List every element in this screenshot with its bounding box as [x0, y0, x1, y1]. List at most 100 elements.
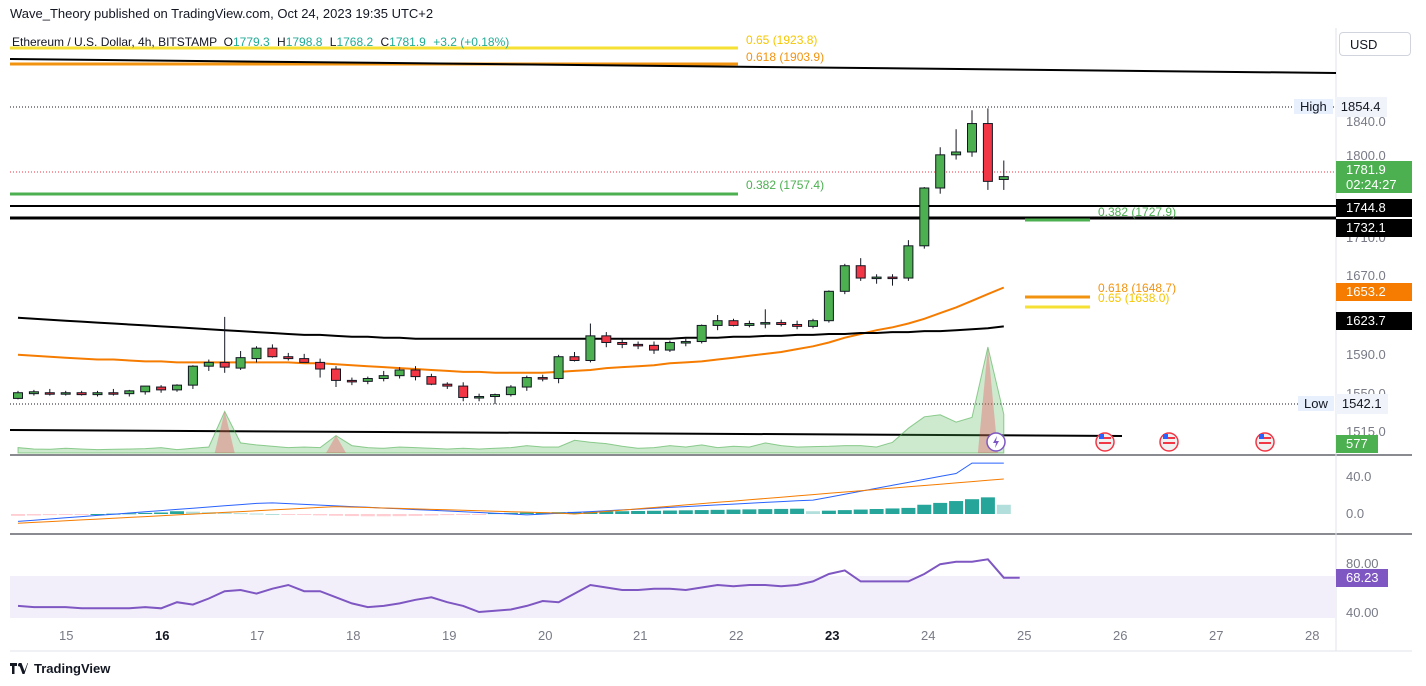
- currency-button[interactable]: USD: [1339, 32, 1411, 56]
- candle-body: [982, 123, 993, 182]
- candle-body: [569, 356, 580, 361]
- candle-body: [235, 357, 246, 369]
- countdown-value: 02:24:27: [1346, 177, 1397, 192]
- date-axis-label: 18: [346, 628, 361, 643]
- rsi-band: [10, 576, 1336, 618]
- macd-histogram-bar: [249, 513, 264, 515]
- date-axis-label: 20: [538, 628, 553, 643]
- candle-body: [203, 361, 214, 367]
- candle-body: [44, 392, 55, 395]
- macd-histogram-bar: [615, 511, 630, 514]
- macd-histogram-bar: [313, 514, 328, 516]
- macd-histogram-bar: [774, 508, 789, 514]
- date-axis-label: 15: [59, 628, 74, 643]
- candle-body: [839, 265, 850, 292]
- candle-body: [887, 276, 898, 280]
- macd-histogram-bar: [26, 514, 41, 516]
- candle-body: [426, 376, 437, 385]
- candle-body: [696, 324, 707, 343]
- flag-stripe: [1259, 442, 1271, 444]
- flag-stripe: [1099, 437, 1111, 439]
- macd-histogram-bar: [710, 509, 725, 514]
- volume-spike: [326, 435, 346, 453]
- fib-0382-left-label: 0.382 (1757.4): [746, 178, 825, 192]
- fib-0382-right-label: 0.382 (1727.9): [1098, 205, 1177, 219]
- date-axis-label: 24: [921, 628, 936, 643]
- low-value: 1768.2: [336, 35, 374, 49]
- candle-body: [474, 396, 485, 399]
- candle-body: [935, 154, 946, 189]
- macd-histogram-bar: [567, 511, 582, 514]
- tradingview-brand[interactable]: TradingView: [10, 661, 110, 676]
- candle-body: [776, 322, 787, 325]
- high-marker-name: High: [1294, 99, 1333, 114]
- macd-histogram-bar: [42, 514, 57, 516]
- publisher-line: Wave_Theory published on TradingView.com…: [10, 6, 434, 21]
- macd-signal-line: [17, 478, 1004, 524]
- open-label: O: [223, 35, 233, 49]
- price-axis-label: 1590.0: [1346, 347, 1386, 362]
- volume-spike: [214, 411, 235, 453]
- flag-canton: [1259, 434, 1264, 439]
- support-1-tag: 1744.8: [1336, 199, 1412, 217]
- candle-body: [13, 392, 23, 399]
- ma-orange-line: [17, 286, 1005, 374]
- macd-histogram-bar: [122, 513, 137, 515]
- price-axis-label: 1800.0: [1346, 148, 1386, 163]
- date-axis-label: 16: [155, 628, 170, 643]
- candle-body: [442, 383, 453, 387]
- candle-body: [760, 322, 771, 325]
- candle-body: [823, 290, 834, 322]
- date-axis-label: 26: [1113, 628, 1128, 643]
- macd-histogram-bar: [297, 514, 312, 515]
- candle-body: [124, 390, 135, 395]
- candle-body: [267, 347, 278, 358]
- ma-orange-tag: 1653.2: [1336, 283, 1412, 301]
- candle-body: [172, 384, 182, 391]
- ma-black-tag: 1623.7: [1336, 312, 1412, 330]
- lightning-icon: [993, 436, 999, 448]
- macd-histogram-bar: [599, 511, 614, 514]
- candle-body: [617, 341, 628, 345]
- date-axis-label: 19: [442, 628, 457, 643]
- date-axis-label: 17: [250, 628, 265, 643]
- high-marker-value: 1854.4: [1334, 97, 1387, 117]
- candle-body: [140, 385, 151, 393]
- macd-histogram-bar: [821, 510, 836, 514]
- macd-histogram-bar: [11, 514, 25, 516]
- candle-body: [315, 361, 326, 370]
- candle-body: [903, 245, 914, 279]
- tradingview-logo-icon: [10, 663, 28, 674]
- flag-stripe: [1163, 442, 1175, 444]
- candle-body: [362, 378, 373, 382]
- macd-histogram-bar: [949, 501, 964, 514]
- price-axis-label: 1840.0: [1346, 114, 1386, 129]
- candle-body: [712, 320, 723, 326]
- flag-canton: [1099, 434, 1104, 439]
- candle-body: [951, 151, 962, 156]
- flag-stripe: [1259, 437, 1271, 439]
- macd-histogram-bar: [917, 504, 932, 514]
- macd-histogram-bar: [678, 510, 693, 514]
- change-value: +3.2 (+0.18%): [433, 35, 510, 49]
- low-marker: Low 1542.1: [1298, 394, 1388, 414]
- macd-histogram-bar: [885, 508, 900, 514]
- flag-stripe: [1099, 442, 1111, 444]
- fib-0618-right-label: 0.618 (1648.7): [1098, 281, 1177, 295]
- flag-canton: [1163, 434, 1168, 439]
- high-value: 1798.8: [285, 35, 323, 49]
- volume-area: [17, 346, 1005, 454]
- date-axis-label: 23: [825, 628, 840, 643]
- high-label: H: [277, 35, 286, 49]
- last-price-value: 1781.9: [1346, 162, 1386, 177]
- macd-histogram-bar: [440, 514, 455, 516]
- macd-histogram-bar: [170, 511, 184, 514]
- brand-name: TradingView: [34, 661, 111, 676]
- macd-histogram-bar: [726, 509, 741, 514]
- candle-body: [92, 392, 103, 396]
- candle-body: [967, 123, 977, 153]
- macd-histogram-bar: [933, 502, 948, 514]
- candle-body: [410, 369, 421, 378]
- rsi-axis-label: 40.00: [1346, 605, 1379, 620]
